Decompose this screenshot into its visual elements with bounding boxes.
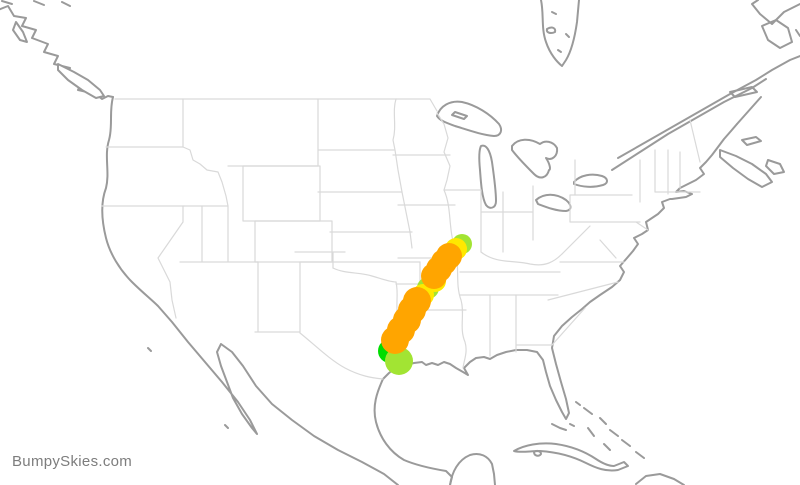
anticosti-island (729, 86, 758, 98)
red-river-border (332, 267, 397, 283)
bahamas (575, 401, 645, 459)
route-dot-severe (436, 243, 462, 269)
route-dot-severe (403, 287, 431, 315)
haida-gwaii-island (12, 21, 28, 43)
eastern-canada-coastline (611, 0, 800, 188)
lake-huron (511, 138, 559, 179)
yucatan-peninsula (449, 453, 496, 485)
st-lawrence-north-shore (617, 55, 800, 159)
bay-of-fundy (736, 96, 762, 125)
cape-breton (765, 159, 785, 175)
lake-superior (436, 100, 503, 137)
route-dot-light (385, 347, 413, 375)
rio-grande-border (299, 332, 384, 380)
isle-royale (451, 111, 468, 120)
west-coast-mexico-coastline (101, 96, 496, 485)
florida-keys (551, 423, 575, 431)
st-lawrence-south-shore (611, 78, 767, 171)
nova-scotia (719, 149, 773, 188)
pacific-canada-coastline (0, 0, 114, 100)
lake-ontario (573, 173, 608, 188)
great-lakes (436, 100, 608, 212)
caribbean-islands (513, 401, 685, 485)
lake-michigan (478, 144, 497, 209)
isla-de-la-juventud (533, 449, 542, 457)
flight-route-dots (378, 234, 472, 375)
cuba (513, 442, 629, 472)
prince-edward-island (741, 136, 762, 146)
james-bay-coastline (540, 0, 580, 67)
hispaniola (635, 473, 685, 485)
newfoundland (761, 19, 793, 49)
mississippi-river-border (443, 189, 467, 369)
site-watermark: BumpySkies.com (12, 453, 133, 470)
mexico-gulf-coast (373, 378, 453, 485)
labrador-coast (751, 0, 800, 37)
vancouver-island (57, 63, 105, 99)
us-canada-border (114, 98, 438, 112)
lake-erie (535, 193, 572, 212)
